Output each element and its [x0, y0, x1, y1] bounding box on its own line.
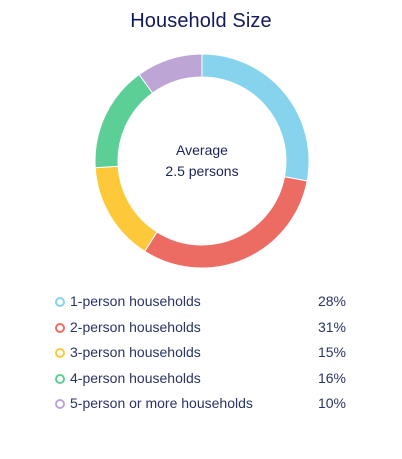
legend-item-1-person[interactable]: 1-person households 28% [54, 290, 354, 316]
donut-chart [94, 53, 310, 269]
legend-swatch [55, 373, 65, 384]
legend-item-3-person[interactable]: 3-person households 15% [54, 341, 354, 367]
donut-slice-5[interactable] [138, 53, 203, 94]
legend-value: 28% [317, 293, 346, 309]
legend-swatch [55, 297, 65, 307]
center-label-line2: 2.5 persons [165, 163, 239, 179]
legend-label: 5-person or more households [70, 395, 253, 411]
chart-title: Household Size [130, 10, 272, 32]
legend-swatch [55, 322, 65, 333]
legend-swatch [55, 399, 65, 409]
legend-label: 4-person households [70, 369, 201, 386]
chart-legend: 1-person households 28% 2-person househo… [54, 290, 354, 418]
legend-item-2-person[interactable]: 2-person households 31% [54, 316, 354, 342]
legend-label: 1-person households [70, 293, 201, 309]
legend-label: 3-person households [70, 344, 201, 360]
center-label-line1: Average [176, 142, 228, 158]
legend-label: 2-person households [70, 318, 201, 335]
donut-slice-2[interactable] [143, 176, 308, 269]
legend-value: 31% [317, 318, 346, 335]
legend-value: 16% [317, 369, 346, 386]
donut-center-label: Average 2.5 persons [141, 140, 263, 182]
legend-swatch [55, 348, 65, 358]
legend-value: 10% [317, 395, 346, 411]
legend-item-4-person[interactable]: 4-person households 16% [54, 367, 354, 393]
legend-item-5-person-or-more[interactable]: 5-person or more households 10% [54, 392, 354, 418]
legend-value: 15% [317, 344, 346, 360]
